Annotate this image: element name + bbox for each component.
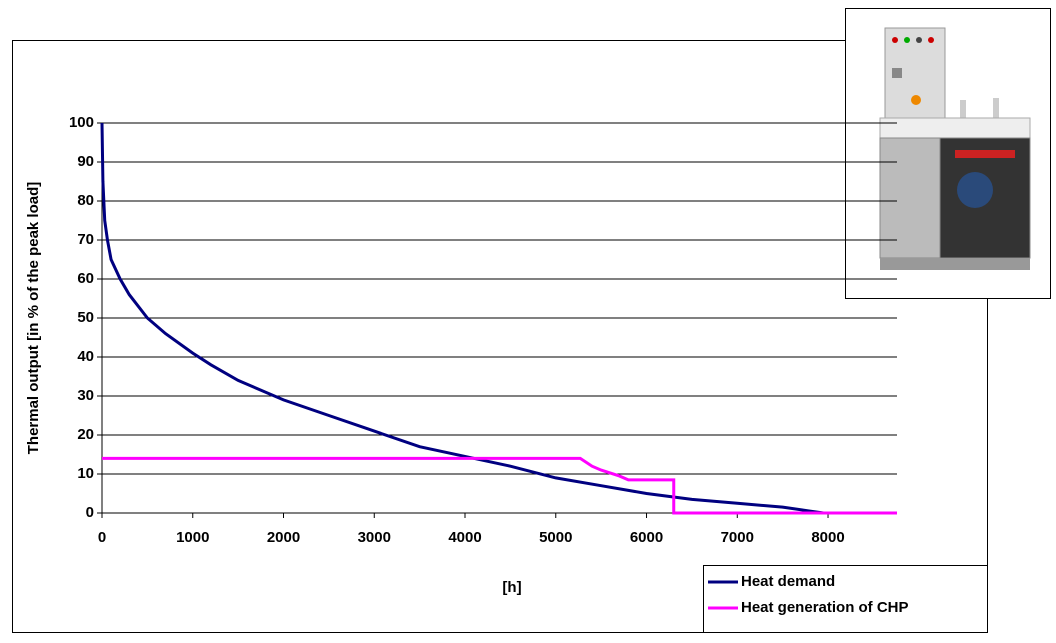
y-tick-label: 90 — [77, 153, 94, 170]
y-tick-label: 10 — [77, 465, 94, 482]
x-tick-label: 8000 — [811, 529, 844, 546]
line-series — [102, 456, 897, 515]
line-series — [100, 122, 824, 515]
x-tick-label: 7000 — [721, 529, 754, 546]
y-axis-label: Thermal output [in % of the peak load] — [25, 182, 42, 455]
y-tick-label: 60 — [77, 270, 94, 287]
y-tick-label: 70 — [77, 231, 94, 248]
x-tick-label: 1000 — [176, 529, 209, 546]
y-tick-label: 80 — [77, 192, 94, 209]
y-tick-label: 100 — [69, 114, 94, 131]
legend-label: Heat demand — [741, 573, 835, 590]
x-tick-label: 5000 — [539, 529, 572, 546]
x-tick-label: 2000 — [267, 529, 300, 546]
x-tick-label: 4000 — [448, 529, 481, 546]
x-tick-label: 0 — [98, 529, 106, 546]
x-tick-label: 6000 — [630, 529, 663, 546]
y-tick-label: 50 — [77, 309, 94, 326]
y-tick-label: 20 — [77, 426, 94, 443]
y-tick-label: 40 — [77, 348, 94, 365]
y-tick-label: 0 — [86, 504, 94, 521]
chart-frame — [12, 40, 988, 633]
inset-photo — [845, 8, 1051, 299]
x-axis-label: [h] — [502, 579, 521, 596]
y-tick-label: 30 — [77, 387, 94, 404]
legend — [703, 565, 988, 633]
x-tick-label: 3000 — [358, 529, 391, 546]
legend-label: Heat generation of CHP — [741, 599, 909, 616]
